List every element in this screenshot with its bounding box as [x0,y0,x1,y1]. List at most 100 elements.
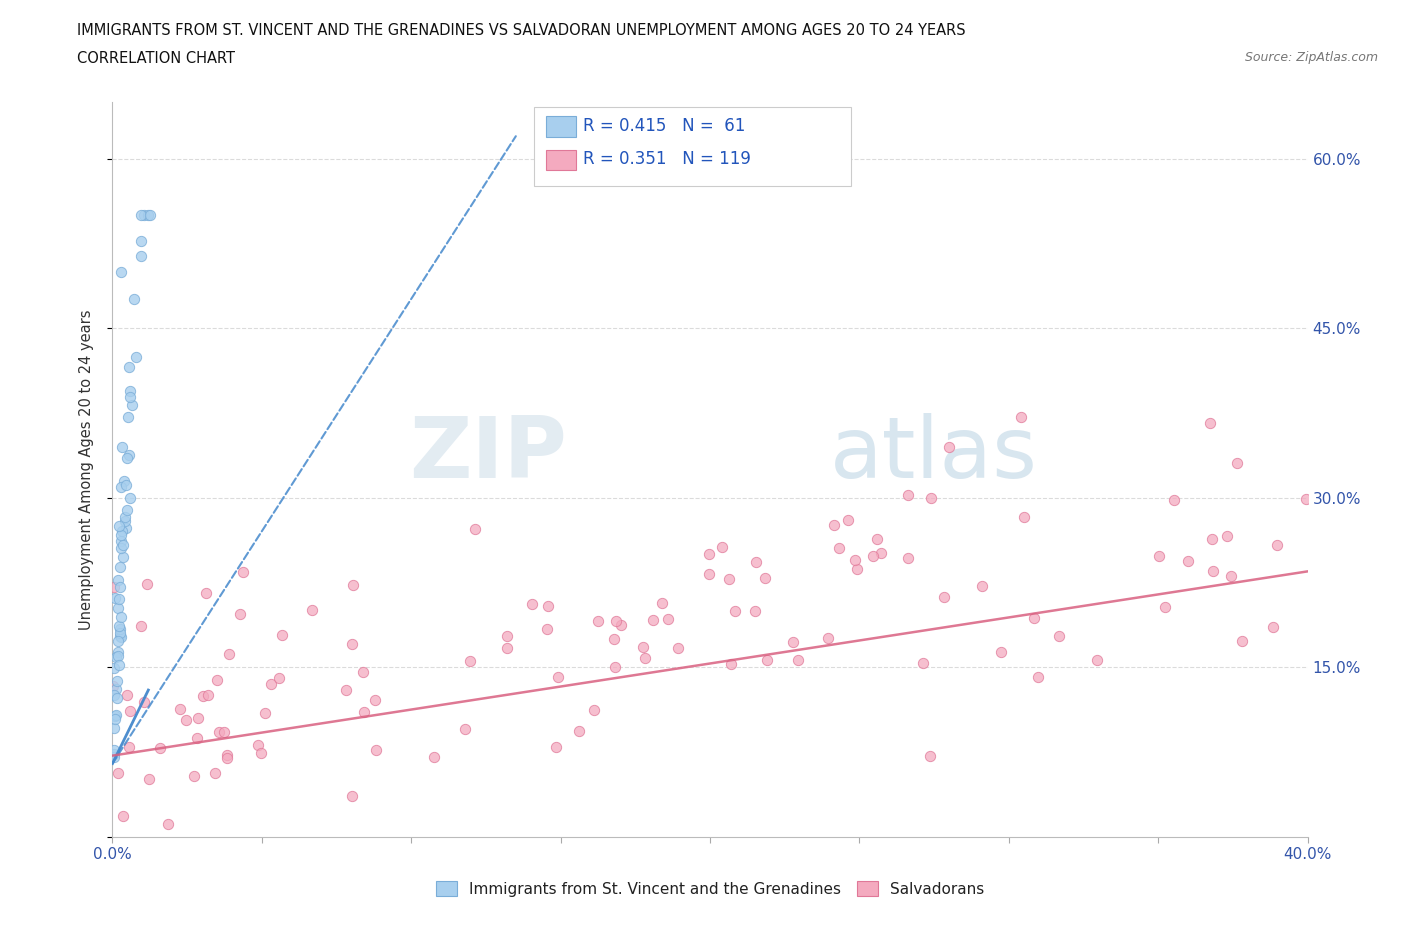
Point [651,595,673,610]
Point [249,746,271,761]
Point [136,208,159,223]
Point [129,233,152,248]
Point [195,586,218,601]
Point [1153,600,1175,615]
Point [920,491,942,506]
Point [110,621,132,636]
Point [1226,456,1249,471]
Point [110,480,132,495]
Point [187,711,209,725]
Point [823,518,845,533]
Point [117,409,139,424]
Point [186,731,208,746]
Point [104,591,127,605]
Point [260,676,283,691]
Point [129,618,152,633]
Point [699,566,721,581]
Point [634,651,657,666]
Point [1028,670,1050,684]
Point [103,747,125,762]
Point [897,551,920,565]
Point [121,397,143,412]
Point [1198,416,1220,431]
Point [120,703,142,718]
Point [464,521,486,536]
Point [111,524,134,538]
Point [101,678,124,693]
Point [104,709,127,724]
Point [912,655,935,670]
Point [108,626,131,641]
Point [157,817,180,831]
Point [844,553,866,568]
Point [193,689,215,704]
Point [1085,652,1108,667]
Point [110,534,132,549]
Point [110,264,132,279]
Point [787,652,810,667]
Point [108,619,131,634]
Point [536,621,558,636]
Point [520,596,543,611]
Point [218,646,240,661]
Point [546,740,568,755]
Point [232,565,254,580]
Point [342,578,364,592]
Point [108,658,131,672]
Point [120,490,142,505]
Legend: Immigrants from St. Vincent and the Grenadines, Salvadorans: Immigrants from St. Vincent and the Gren… [430,875,990,903]
Point [720,657,742,671]
Point [990,644,1012,659]
Point [1163,493,1185,508]
Point [605,614,627,629]
Point [755,652,778,667]
Point [105,681,128,696]
Point [537,599,560,614]
Point [115,520,138,535]
Point [1202,564,1225,578]
Point [208,724,231,739]
Text: Source: ZipAtlas.com: Source: ZipAtlas.com [1244,51,1378,64]
Point [105,691,128,706]
Point [1022,610,1045,625]
Point [1012,510,1035,525]
Point [229,606,252,621]
Point [1215,529,1237,544]
Point [138,772,160,787]
Point [866,532,889,547]
Point [117,739,139,754]
Point [132,695,155,710]
Point [217,751,239,765]
Point [197,687,219,702]
Point [183,769,205,784]
Point [129,208,152,223]
Point [114,510,136,525]
Point [828,540,851,555]
Point [1201,532,1223,547]
Point [117,450,139,465]
Point [837,513,859,528]
Point [105,708,128,723]
Point [641,613,664,628]
Point [932,590,955,604]
Point [105,673,128,688]
Point [110,630,132,644]
Point [495,641,517,656]
Point [603,631,626,646]
Text: atlas: atlas [830,414,1038,497]
Point [108,560,131,575]
Point [1220,568,1243,583]
Point [938,440,960,455]
Point [1177,553,1199,568]
Point [204,765,226,780]
Point [267,671,290,685]
Point [754,571,776,586]
Point [108,579,131,594]
Point [846,562,869,577]
Point [1230,633,1253,648]
Text: R = 0.415   N =  61: R = 0.415 N = 61 [583,116,745,135]
Point [583,702,606,717]
Point [103,579,125,594]
Point [657,611,679,626]
Point [454,721,477,736]
